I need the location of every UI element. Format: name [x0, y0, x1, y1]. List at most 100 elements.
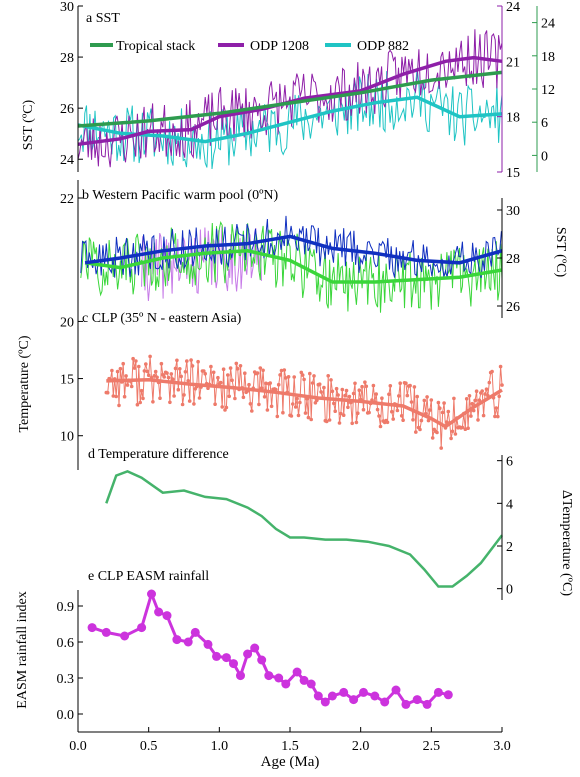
clp-temp-point: [257, 402, 261, 407]
temp-diff-line: [105, 469, 503, 588]
easm-rainfall-point: [162, 611, 172, 621]
legend-label-tropical: Tropical stack: [116, 39, 195, 54]
clp-temp-point: [238, 364, 243, 368]
easm-rainfall-point: [320, 697, 330, 707]
panel-d-ylabel: ΔTemperature (ºC): [559, 490, 574, 596]
clp-temp-point: [168, 400, 172, 405]
clp-temp-point: [361, 407, 366, 412]
x-axis-tick-label: 1.0: [211, 739, 229, 754]
clp-temp-point: [371, 383, 376, 388]
clp-temp-point: [344, 388, 349, 393]
panel-a-right1-tick-label: 15: [506, 166, 520, 181]
clp-temp-point: [228, 366, 233, 370]
clp-temp-point: [302, 377, 306, 382]
easm-rainfall-point: [87, 623, 97, 633]
clp-temp-point: [374, 392, 379, 396]
clp-temp-point: [211, 370, 216, 375]
clp-temp-point: [487, 380, 492, 385]
clp-temp-point: [275, 414, 280, 419]
easm-rainfall-point: [257, 655, 267, 665]
clp-temp-point: [426, 418, 431, 423]
easm-rainfall-point: [313, 691, 323, 701]
odp882-smooth-line: [77, 95, 503, 144]
clp-temp-point: [464, 397, 469, 401]
clp-temp-point: [110, 368, 114, 373]
x-axis-tick-label: 0.0: [69, 739, 87, 754]
legend-label-odp1208: ODP 1208: [250, 39, 309, 54]
clp-temp-point: [474, 389, 479, 394]
panel-e-easm-rainfall: 0.0 0.3 0.6 0.9: [57, 589, 453, 732]
clp-temp-point: [296, 413, 301, 418]
easm-rainfall-point: [154, 607, 164, 617]
clp-temp-point: [299, 370, 304, 375]
easm-rainfall-point: [137, 623, 147, 633]
panel-d-label: d Temperature difference: [88, 447, 229, 462]
panel-e-left-tick-label: 0.3: [57, 672, 75, 687]
clp-temp-point: [363, 380, 367, 385]
clp-temp-point: [497, 394, 502, 399]
easm-rainfall-point: [401, 699, 411, 709]
clp-temp-point: [334, 386, 339, 391]
panel-b-right-tick-label: 30: [506, 204, 520, 219]
clp-temp-point: [452, 396, 456, 401]
clp-temp-point: [135, 402, 140, 407]
clp-temp-point: [309, 417, 314, 422]
clp-temp-point: [298, 400, 302, 405]
clp-temp-point: [166, 375, 171, 380]
panel-e-ylabel: EASM rainfall index: [15, 591, 30, 708]
clp-temp-point: [141, 396, 145, 401]
panel-c-left-tick-label: 20: [60, 315, 74, 330]
clp-temp-point: [264, 381, 268, 386]
clp-temp-point: [340, 387, 345, 392]
easm-rainfall-point: [221, 653, 231, 663]
clp-temp-smooth-line: [106, 377, 503, 429]
clp-temp-point: [202, 369, 206, 373]
clp-temp-point: [189, 358, 193, 362]
clp-temp-point: [409, 400, 414, 404]
clp-temp-point: [185, 359, 189, 363]
clp-temp-point: [330, 389, 335, 394]
clp-temp-point: [151, 400, 155, 404]
clp-temp-point: [440, 410, 445, 415]
clp-temp-point: [137, 364, 141, 369]
wpwp-green-raw-line: [80, 220, 503, 313]
clp-temp-point: [262, 395, 267, 399]
clp-temp-point: [422, 398, 427, 403]
clp-temp-point: [118, 366, 123, 371]
clp-temp-point: [115, 369, 120, 374]
clp-temp-point: [300, 373, 305, 377]
panel-b-label: b Western Pacific warm pool (0ºN): [82, 188, 279, 203]
clp-temp-point: [428, 408, 432, 412]
panel-d-right-tick-label: 0: [506, 583, 513, 598]
clp-temp-point: [286, 375, 291, 379]
clp-temp-point: [158, 396, 162, 401]
clp-temp-point: [388, 384, 393, 388]
clp-temp-point: [175, 358, 179, 363]
clp-temp-point: [274, 387, 278, 392]
clp-temp-point: [276, 382, 281, 387]
clp-temp-point: [346, 405, 350, 410]
clp-temp-point: [169, 372, 174, 376]
clp-temp-point: [351, 391, 356, 396]
clp-temp-point: [235, 366, 240, 371]
clp-temp-point: [159, 361, 164, 366]
panel-a-label: a SST: [86, 11, 120, 26]
clp-temp-point: [197, 396, 202, 400]
clp-temp-point: [227, 394, 231, 399]
easm-rainfall-point: [147, 589, 156, 599]
clp-temp-point: [162, 375, 166, 379]
clp-temp-point: [391, 417, 396, 421]
clp-temp-point: [132, 366, 137, 370]
wpwp-green-smooth-line: [84, 249, 503, 284]
clp-temp-point: [500, 383, 504, 387]
easm-rainfall-point: [380, 697, 390, 707]
easm-rainfall-point: [370, 691, 380, 701]
clp-temp-point: [145, 369, 150, 374]
clp-temp-point: [247, 382, 251, 387]
clp-temp-point: [187, 399, 192, 403]
clp-temp-point: [460, 425, 465, 430]
clp-temp-point: [234, 361, 239, 366]
clp-temp-point: [146, 373, 151, 378]
clp-temp-point: [411, 418, 415, 422]
